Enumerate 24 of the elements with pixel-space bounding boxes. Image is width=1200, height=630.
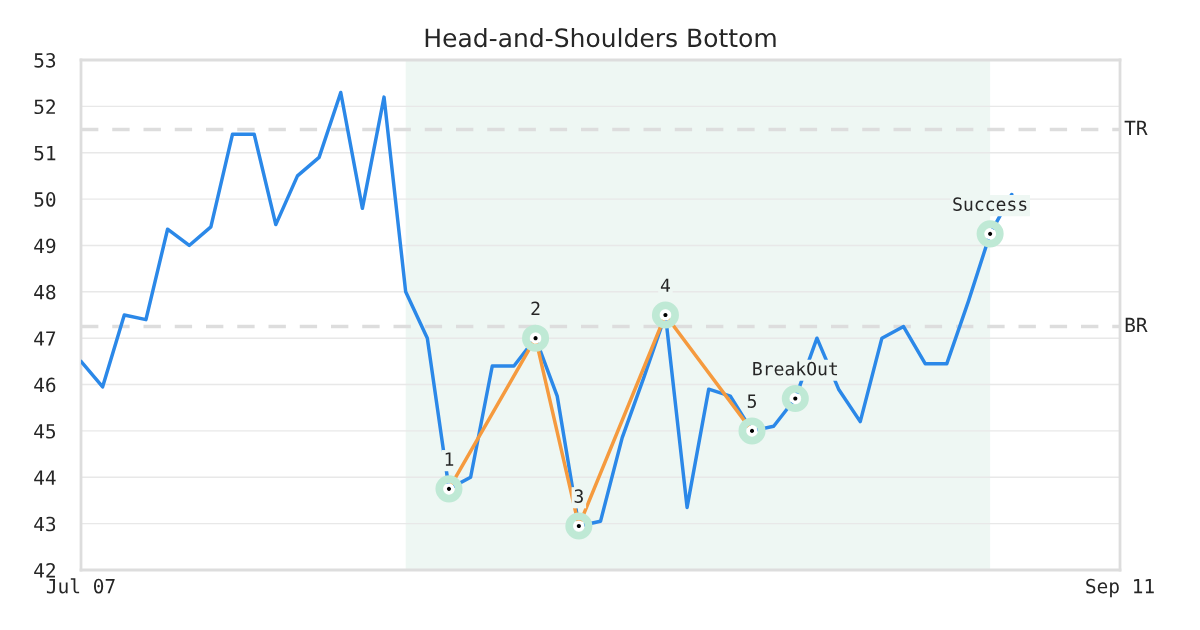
y-tick-label: 44 [34, 470, 56, 485]
y-tick-label: 50 [34, 192, 56, 207]
ref-line-label: BR [1125, 317, 1148, 333]
y-tick-label: 48 [34, 284, 56, 300]
x-tick-label: Jul 07 [46, 578, 115, 594]
annotation: 4 [660, 278, 671, 292]
annotation: 5 [747, 394, 757, 408]
annotation: 2 [531, 301, 540, 315]
annotation: BreakOut [753, 361, 838, 376]
y-tick-label: 42 [34, 563, 55, 578]
y-tick-label: 47 [34, 331, 56, 346]
y-tick-label: 46 [34, 377, 56, 393]
x-tick-label: Sep 11 [1086, 578, 1154, 598]
y-tick-label: 53 [34, 53, 56, 68]
y-tick-label: 52 [34, 99, 55, 115]
y-tick-label: 51 [34, 145, 56, 161]
y-tick-label: 43 [34, 516, 56, 532]
y-tick-label: 49 [34, 238, 56, 254]
ref-line-label: TR [1124, 120, 1148, 135]
chart-title: Head-and-Shoulders Bottom [425, 27, 776, 48]
annotation: 3 [574, 489, 583, 504]
y-tick-label: 45 [34, 424, 56, 439]
annotation: Success [953, 197, 1027, 211]
annotation: 1 [445, 452, 454, 466]
